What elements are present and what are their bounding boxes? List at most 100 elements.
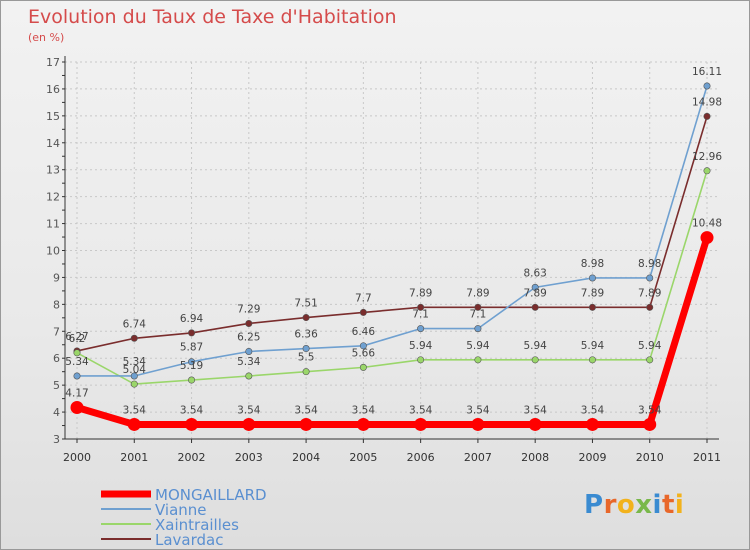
data-label: 7.89	[523, 287, 546, 299]
data-point	[703, 82, 711, 90]
data-point	[188, 376, 196, 384]
x-tick-label: 2005	[349, 451, 377, 464]
data-label: 5.94	[523, 340, 547, 352]
data-label: 8.98	[581, 258, 604, 270]
data-label: 6.36	[294, 329, 318, 341]
logo-letter: t	[661, 490, 675, 520]
data-label: 3.54	[409, 404, 433, 416]
data-label: 5.34	[65, 356, 89, 368]
data-label: 3.54	[581, 404, 605, 416]
legend-label: Vianne	[155, 501, 207, 519]
data-point	[700, 231, 714, 245]
data-point	[359, 308, 367, 316]
data-point	[299, 417, 313, 431]
x-tick-label: 2011	[693, 451, 721, 464]
y-tick-label: 6	[53, 352, 60, 365]
x-tick-label: 2000	[63, 451, 91, 464]
logo-letter: o	[616, 490, 636, 520]
data-label: 3.54	[123, 404, 147, 416]
logo-letter: i	[674, 490, 685, 520]
data-point	[185, 417, 199, 431]
data-label: 3.54	[237, 404, 261, 416]
data-label: 16.11	[692, 66, 722, 78]
series-line-mongaillard	[76, 236, 711, 428]
data-label: 3.54	[352, 404, 376, 416]
data-point	[531, 356, 539, 364]
x-tick-label: 2001	[120, 451, 148, 464]
data-label: 5.19	[180, 360, 203, 372]
data-point	[646, 356, 654, 364]
data-label: 8.63	[523, 267, 546, 279]
data-point	[588, 274, 596, 282]
chart-subtitle: (en %)	[28, 31, 65, 44]
data-label: 5.94	[409, 340, 433, 352]
data-label: 5.94	[638, 340, 662, 352]
y-tick-label: 3	[53, 433, 60, 446]
logo-letter: P	[584, 490, 604, 520]
x-tick-label: 2009	[578, 451, 606, 464]
data-point	[703, 167, 711, 175]
data-label: 7.89	[638, 287, 661, 299]
data-point	[245, 347, 253, 355]
data-point	[127, 417, 141, 431]
data-point	[531, 283, 539, 291]
data-point	[471, 417, 485, 431]
logo-letter: r	[603, 490, 617, 520]
x-tick-label: 2010	[636, 451, 664, 464]
x-tick-label: 2007	[464, 451, 492, 464]
data-point	[417, 356, 425, 364]
data-point	[417, 325, 425, 333]
data-label: 6.46	[352, 326, 376, 338]
data-label: 5.04	[123, 364, 147, 376]
y-tick-label: 8	[53, 298, 60, 311]
data-label: 7.51	[294, 298, 317, 310]
data-label: 7.89	[466, 287, 489, 299]
data-point	[302, 314, 310, 322]
x-tick-label: 2004	[292, 451, 320, 464]
y-tick-label: 4	[53, 406, 60, 419]
series-line-xaintrailles	[76, 170, 708, 385]
proxiti-logo: Proxiti	[584, 490, 684, 520]
y-tick-label: 14	[46, 137, 60, 150]
data-point	[359, 363, 367, 371]
data-label: 8.98	[638, 258, 661, 270]
x-tick-label: 2006	[407, 451, 435, 464]
data-label: 7.89	[409, 287, 432, 299]
data-point	[302, 368, 310, 376]
chart-title: Evolution du Taux de Taxe d'Habitation	[28, 6, 397, 28]
data-point	[646, 303, 654, 311]
data-label: 5.87	[180, 342, 203, 354]
data-point	[130, 372, 138, 380]
data-point	[643, 417, 657, 431]
data-point	[73, 372, 81, 380]
y-tick-label: 12	[46, 191, 60, 204]
data-label: 3.54	[180, 404, 204, 416]
data-point	[70, 400, 84, 414]
data-point	[356, 417, 370, 431]
data-point	[188, 358, 196, 366]
data-point	[703, 112, 711, 120]
data-label: 12.96	[692, 151, 722, 163]
series-line-lavardac	[76, 116, 708, 352]
y-tick-label: 13	[46, 164, 60, 177]
data-label: 7.1	[412, 309, 429, 321]
data-point	[646, 274, 654, 282]
data-point	[242, 417, 256, 431]
data-label: 6.27	[65, 331, 88, 343]
legend-label: MONGAILLARD	[155, 486, 267, 504]
legend-label: Lavardac	[155, 531, 223, 549]
data-label: 5.34	[237, 356, 261, 368]
data-point	[474, 303, 482, 311]
y-tick-label: 7	[53, 325, 60, 338]
data-label: 7.7	[355, 292, 372, 304]
data-point	[245, 319, 253, 327]
data-point	[528, 417, 542, 431]
legend-label: Xaintrailles	[155, 516, 239, 534]
data-label: 7.1	[470, 309, 487, 321]
data-point	[474, 325, 482, 333]
data-label: 3.54	[523, 404, 547, 416]
data-label: 6.2	[69, 333, 86, 345]
data-label: 5.66	[352, 347, 376, 359]
data-label: 6.25	[237, 331, 260, 343]
